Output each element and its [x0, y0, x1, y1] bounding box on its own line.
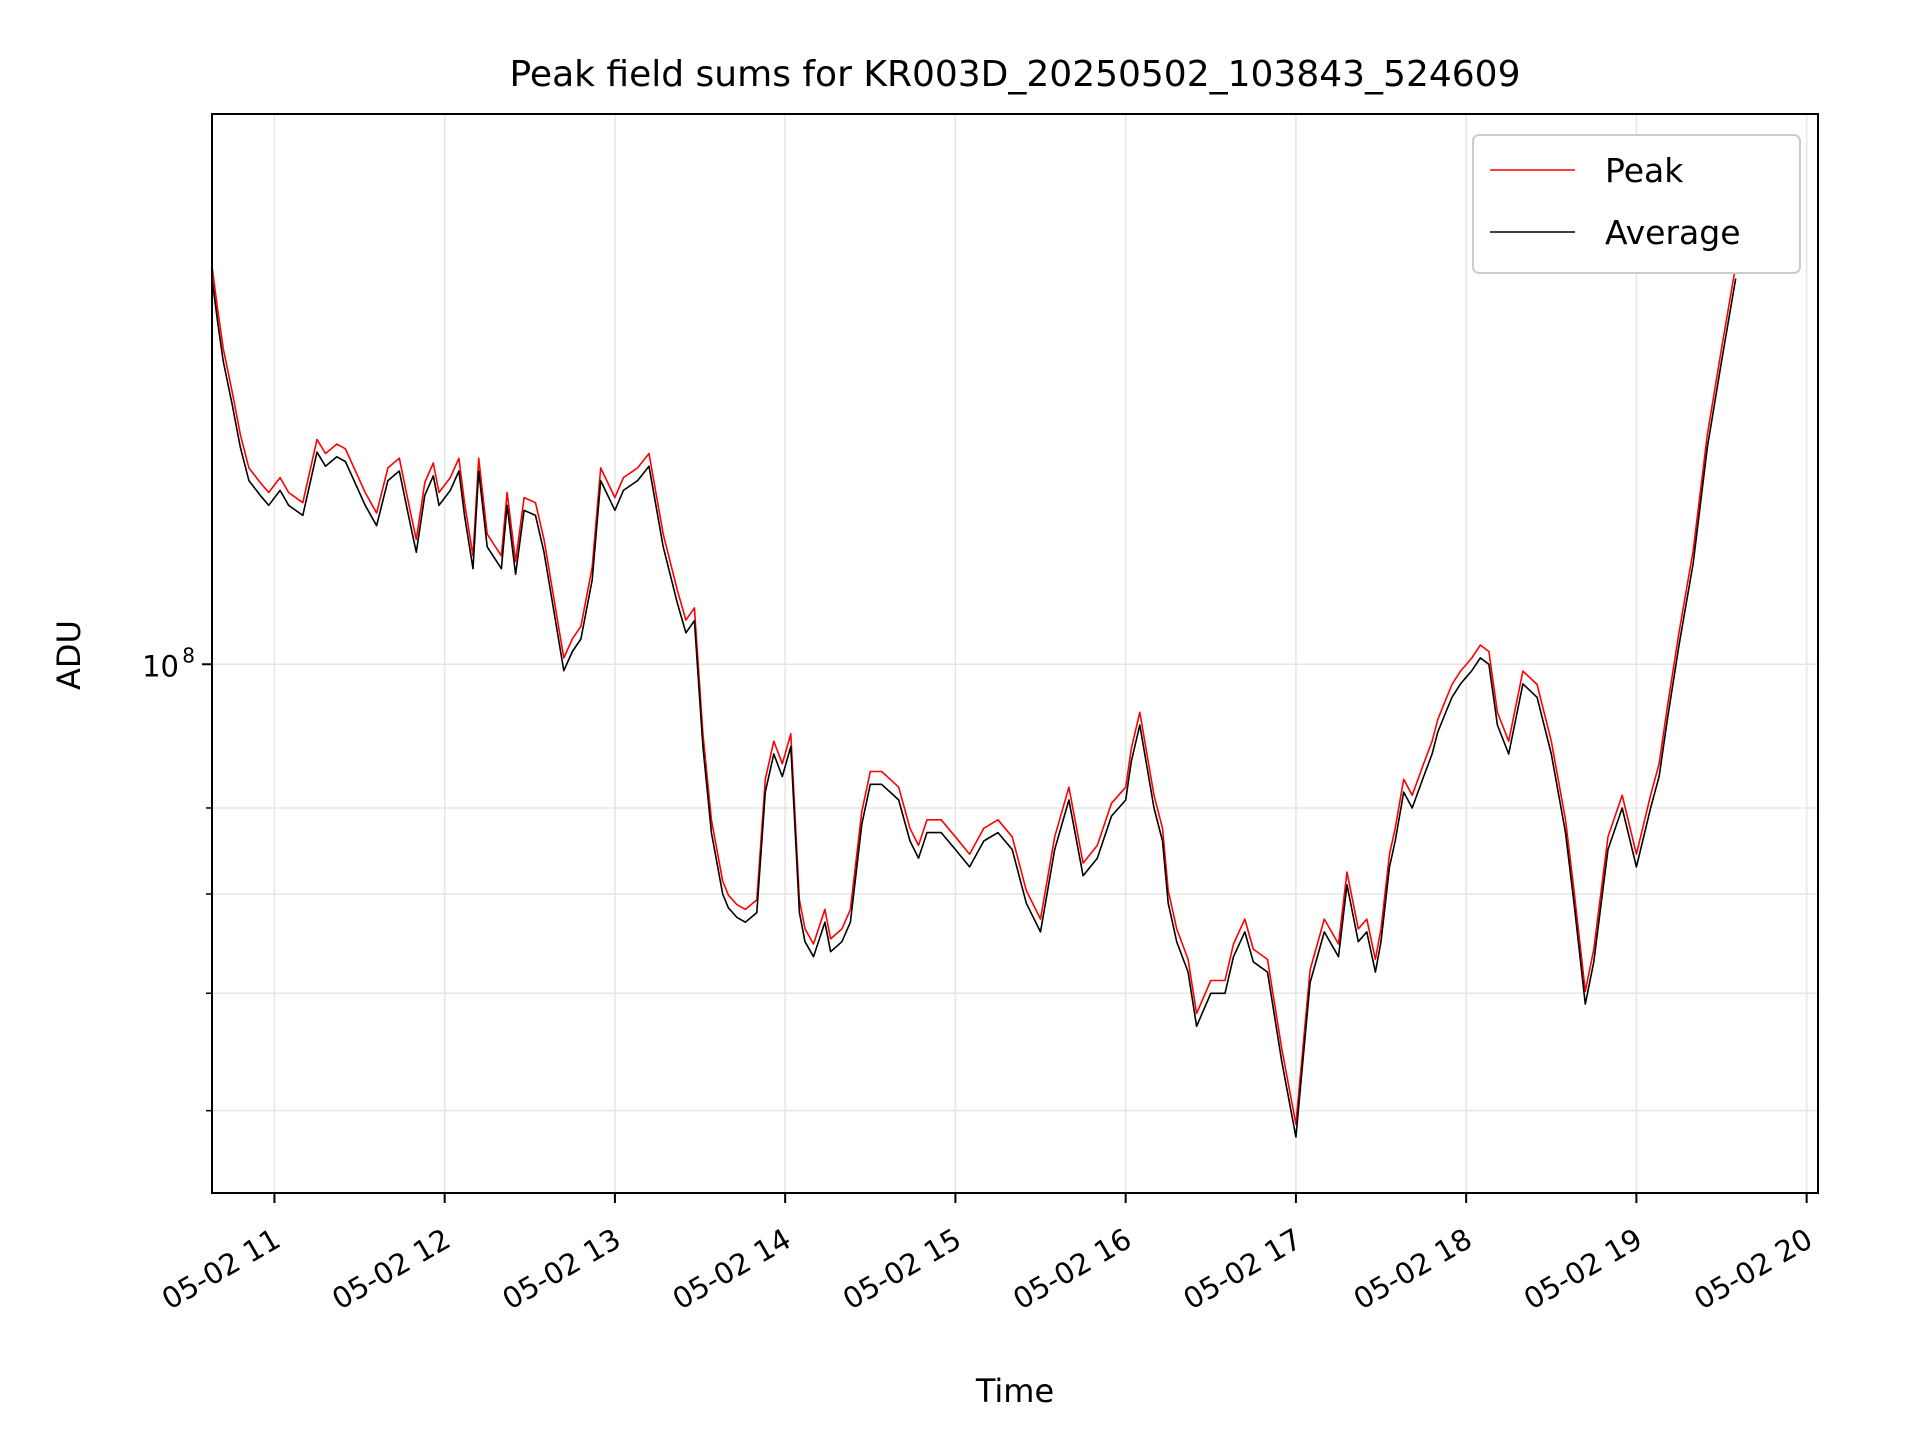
y-tick-label-exponent-0: 8 [182, 643, 195, 667]
legend-label-peak: Peak [1605, 151, 1684, 190]
x-tick-label-5: 05-02 16 [1007, 1222, 1137, 1317]
chart-title: Peak field sums for KR003D_20250502_1038… [510, 54, 1521, 95]
x-tick-label-7: 05-02 18 [1348, 1222, 1478, 1317]
legend: Peak Average [1472, 134, 1801, 274]
axes: 05-02 11 05-02 12 05-02 13 05-02 14 05-02 15… [142, 113, 1819, 1317]
x-tick-label-8: 05-02 19 [1518, 1222, 1648, 1317]
series-line-peak [211, 265, 1737, 1125]
x-axis-label: Time [975, 1372, 1054, 1410]
x-tick-label-2: 05-02 13 [496, 1222, 626, 1317]
plot-frame [211, 113, 1819, 1194]
x-tick-label-9: 05-02 20 [1688, 1222, 1818, 1317]
x-tick-label-1: 05-02 12 [326, 1222, 456, 1317]
y-tick-label-0: 10 [142, 649, 179, 683]
series-group [211, 265, 1737, 1138]
x-tick-label-6: 05-02 17 [1177, 1222, 1307, 1317]
legend-label-average: Average [1605, 213, 1741, 252]
series-line-average [211, 278, 1737, 1138]
x-tick-label-4: 05-02 15 [837, 1222, 967, 1317]
x-tick-label-3: 05-02 14 [667, 1222, 797, 1317]
grid-lines [212, 114, 1818, 1193]
x-tick-label-0: 05-02 11 [156, 1222, 286, 1317]
y-axis-label: ADU [50, 620, 88, 690]
